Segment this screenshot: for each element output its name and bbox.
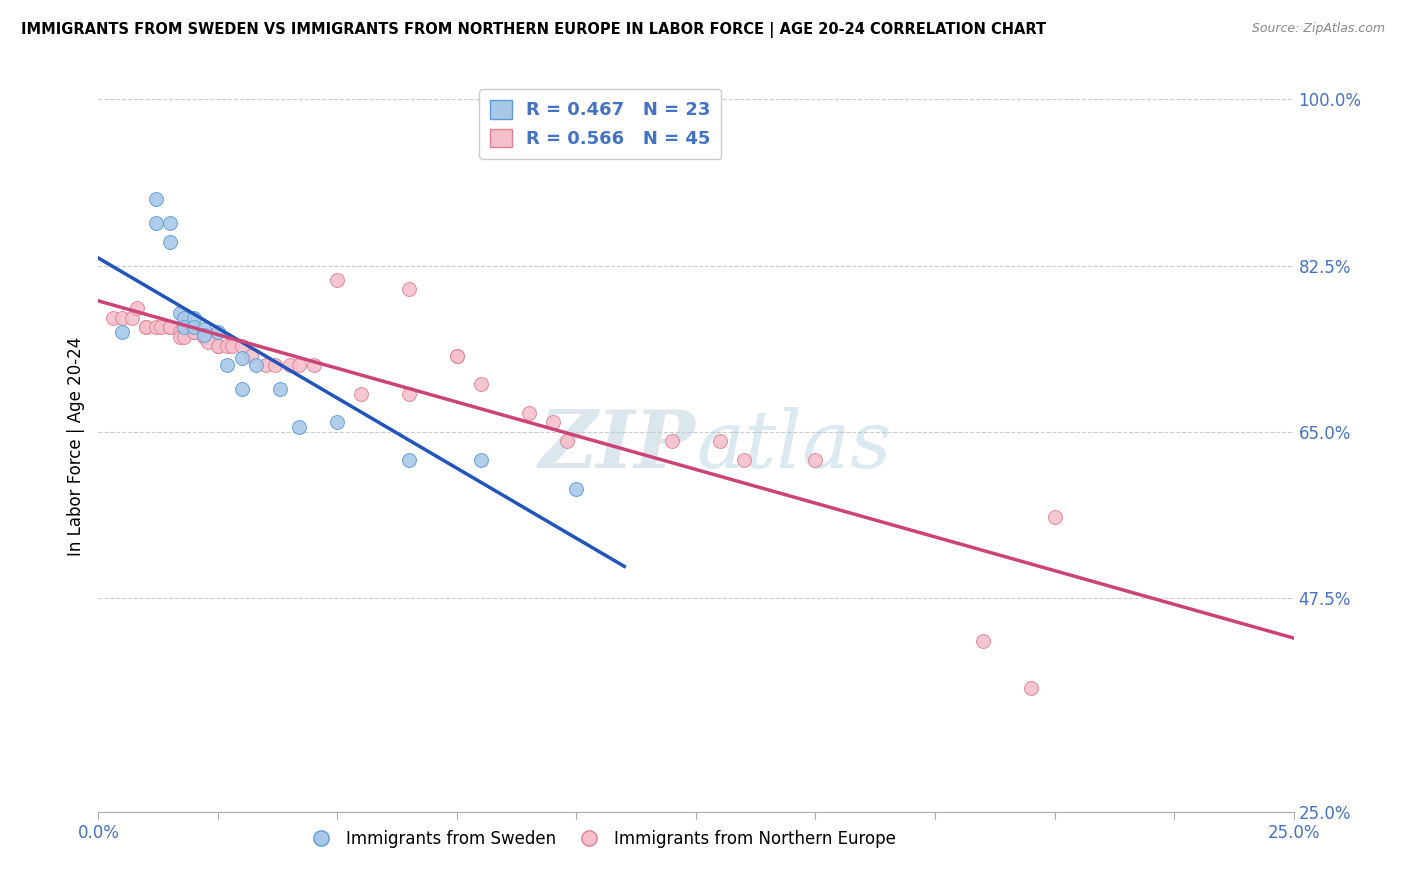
Point (149, 320, 172, 334)
Point (159, 235, 181, 249)
Text: ZIP: ZIP (538, 408, 696, 484)
Point (278, 358, 301, 372)
Point (231, 382, 253, 396)
Point (207, 325, 229, 339)
Point (240, 349, 263, 363)
Text: atlas: atlas (696, 408, 891, 484)
Point (121, 310, 143, 325)
Point (183, 310, 205, 325)
Point (207, 339, 229, 353)
Point (398, 453, 420, 467)
Point (661, 434, 683, 449)
Point (183, 320, 205, 334)
Point (221, 339, 243, 353)
Point (733, 453, 755, 467)
Point (231, 339, 253, 353)
Legend: Immigrants from Sweden, Immigrants from Northern Europe: Immigrants from Sweden, Immigrants from … (298, 823, 903, 855)
Point (101, 310, 124, 325)
Point (269, 382, 291, 396)
Point (1043, 510, 1066, 524)
Point (350, 386, 373, 401)
Point (326, 415, 349, 429)
Point (169, 330, 191, 344)
Point (254, 358, 277, 372)
Point (245, 358, 267, 372)
Point (517, 406, 540, 420)
Y-axis label: In Labor Force | Age 20-24: In Labor Force | Age 20-24 (66, 336, 84, 556)
Point (565, 482, 588, 496)
Point (288, 420, 311, 434)
Point (804, 453, 827, 467)
Point (217, 339, 239, 353)
Point (193, 322, 215, 336)
Point (972, 633, 994, 648)
Point (111, 310, 134, 325)
Point (207, 339, 229, 353)
Point (1019, 681, 1042, 696)
Point (231, 351, 253, 365)
Point (398, 282, 420, 296)
Point (193, 327, 215, 342)
Point (446, 349, 468, 363)
Point (135, 320, 157, 334)
Point (173, 310, 195, 325)
Point (555, 434, 578, 449)
Point (197, 334, 219, 349)
Point (125, 301, 148, 316)
Point (183, 325, 205, 339)
Point (217, 358, 239, 372)
Point (173, 320, 195, 334)
Point (135, 320, 157, 334)
Text: Source: ZipAtlas.com: Source: ZipAtlas.com (1251, 22, 1385, 36)
Point (159, 320, 181, 334)
Point (470, 377, 492, 392)
Point (159, 216, 181, 230)
Point (398, 386, 420, 401)
Point (446, 349, 468, 363)
Point (326, 273, 349, 287)
Point (264, 358, 287, 372)
Point (169, 325, 191, 339)
Point (169, 306, 191, 320)
Point (173, 330, 195, 344)
Point (183, 325, 205, 339)
Point (159, 320, 181, 334)
Point (193, 330, 215, 344)
Point (145, 216, 167, 230)
Point (541, 415, 564, 429)
Point (111, 325, 134, 339)
Point (288, 358, 311, 372)
Point (145, 192, 167, 206)
Point (470, 453, 492, 467)
Point (145, 320, 167, 334)
Point (302, 358, 325, 372)
Text: IMMIGRANTS FROM SWEDEN VS IMMIGRANTS FROM NORTHERN EUROPE IN LABOR FORCE | AGE 2: IMMIGRANTS FROM SWEDEN VS IMMIGRANTS FRO… (21, 22, 1046, 38)
Point (709, 434, 731, 449)
